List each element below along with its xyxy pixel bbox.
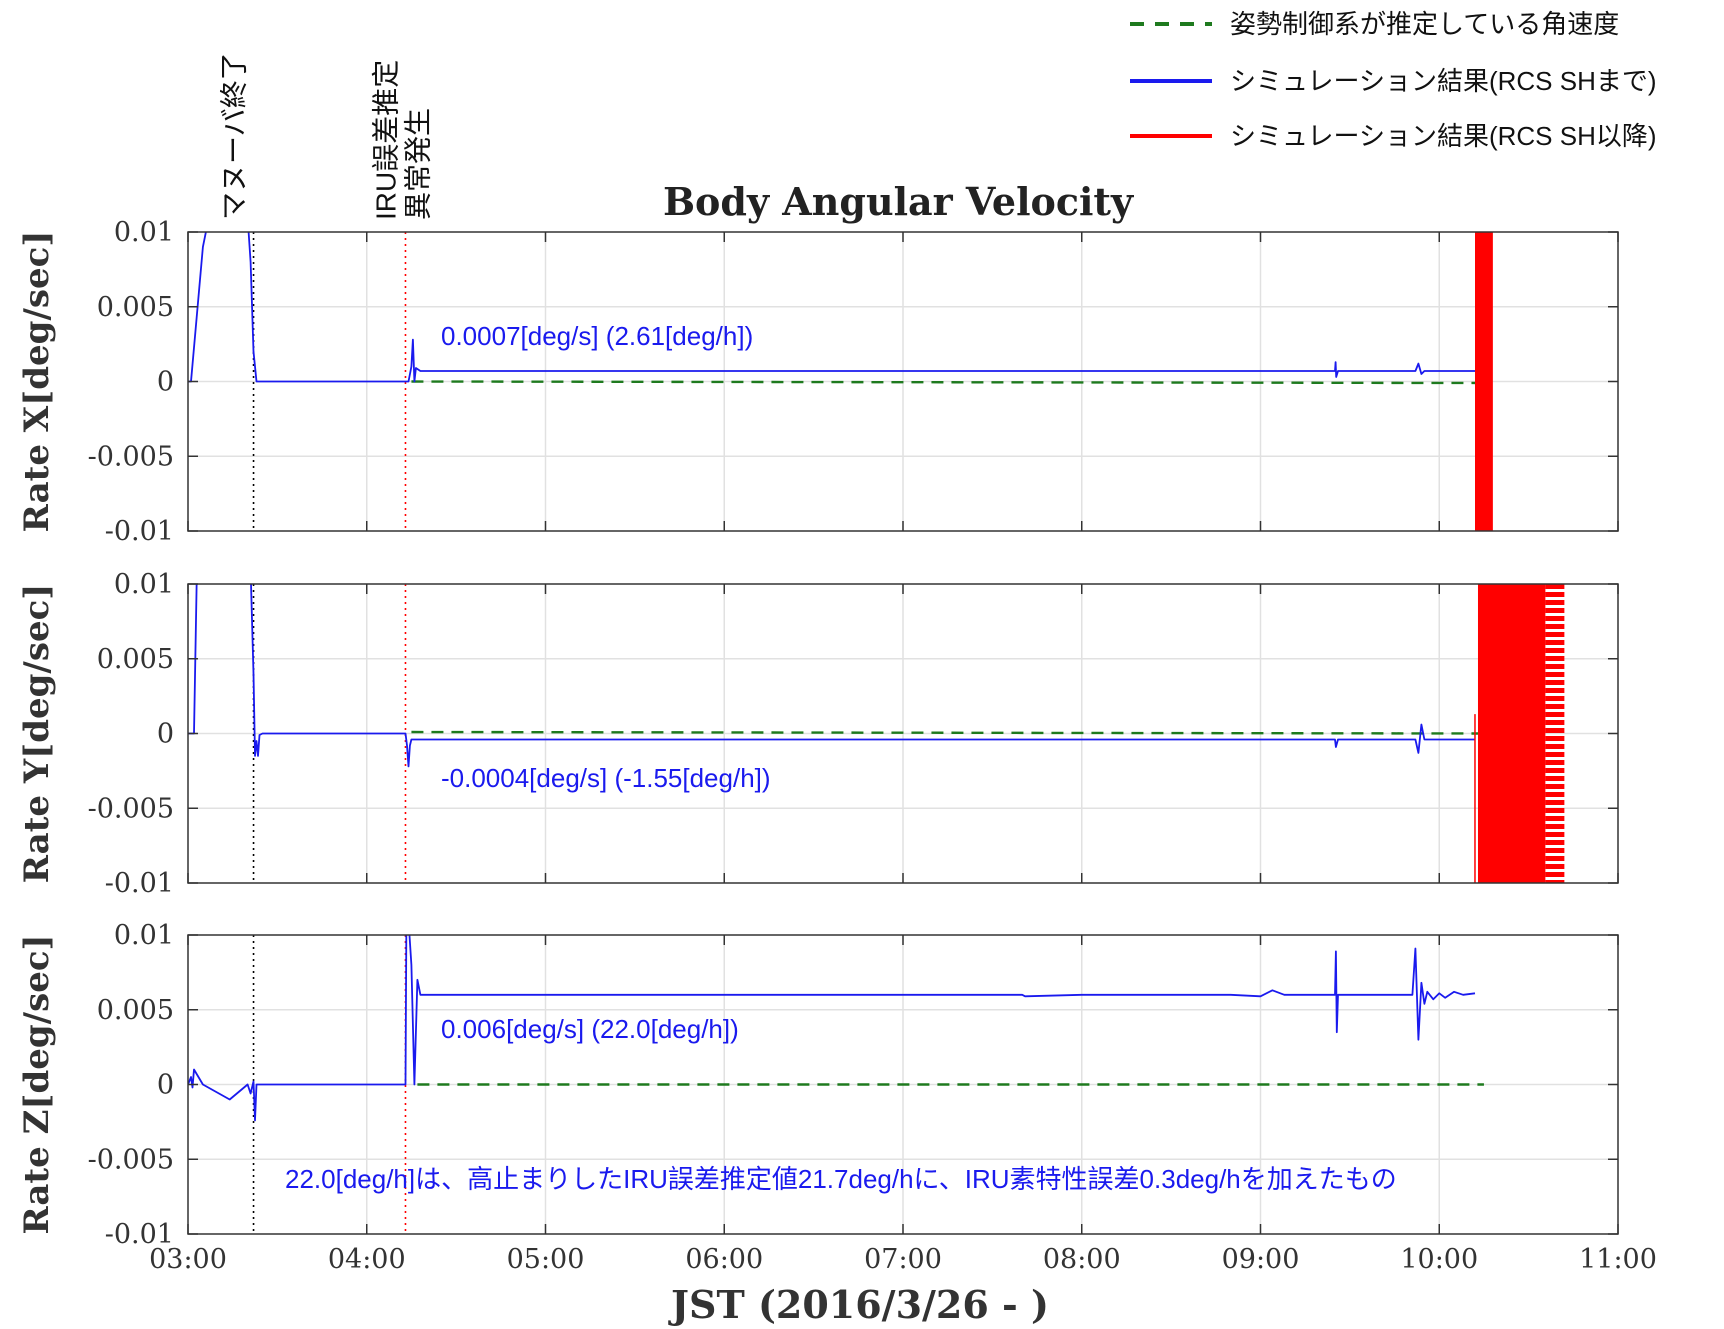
y-tick-label-4: -0.01	[105, 868, 174, 899]
legend-label-1: シミュレーション結果(RCS SHまで)	[1230, 66, 1657, 96]
y-tick-label-1: 0.005	[97, 644, 174, 675]
x-tick-label-1: 04:00	[328, 1244, 406, 1275]
sim-before-series	[188, 584, 1475, 768]
x-tick-label-7: 10:00	[1400, 1244, 1478, 1275]
y-axis-label: Rate Z[deg/sec]	[17, 934, 57, 1234]
x-tick-label-2: 05:00	[507, 1244, 585, 1275]
estimated-series	[411, 730, 1478, 735]
legend-label-0: 姿勢制御系が推定している角速度	[1230, 9, 1619, 39]
y-tick-label-3: -0.005	[88, 793, 174, 824]
y-tick-label-0: 0.01	[114, 920, 174, 951]
y-tick-label-2: 0	[157, 1070, 174, 1101]
estimated-series	[411, 380, 1478, 385]
chart-title: Body Angular Velocity	[663, 179, 1134, 224]
y-tick-label-4: -0.01	[105, 516, 174, 547]
x-tick-label-3: 06:00	[685, 1244, 763, 1275]
value-annotation: 0.0007[deg/s] (2.61[deg/h])	[441, 321, 753, 351]
x-tick-label-5: 08:00	[1043, 1244, 1121, 1275]
note-annotation: 22.0[deg/h]は、高止まりしたIRU誤差推定値21.7deg/hに、IR…	[285, 1164, 1397, 1194]
y-tick-label-1: 0.005	[97, 995, 174, 1026]
event-label-1-1: 異常発生	[402, 108, 433, 220]
grid	[188, 232, 1618, 531]
panel-2: 0.01 0.005 0 -0.005 -0.01 Rate Z[deg/sec] 0.00…	[17, 920, 1657, 1275]
event-labels: マヌーバ終了 IRU誤差推定 異常発生	[219, 52, 434, 220]
panel-0: 0.01 0.005 0 -0.005 -0.01 Rate X[deg/sec] 0.00…	[17, 217, 1619, 547]
y-axis-label: Rate X[deg/sec]	[17, 231, 57, 533]
y-tick-label-1: 0.005	[97, 292, 174, 323]
sim-after-series-tail	[1545, 584, 1565, 883]
x-tick-label-6: 09:00	[1222, 1244, 1300, 1275]
value-annotation: 0.006[deg/s] (22.0[deg/h])	[441, 1014, 739, 1044]
y-tick-label-0: 0.01	[114, 217, 174, 248]
event-label-0-0: マヌーバ終了	[219, 52, 250, 220]
x-axis-label: JST (2016/3/26 - )	[668, 1282, 1049, 1327]
y-tick-label-2: 0	[157, 367, 174, 398]
y-tick-label-4: -0.01	[105, 1219, 174, 1250]
x-tick-label-0: 03:00	[149, 1244, 227, 1275]
legend-label-2: シミュレーション結果(RCS SH以降)	[1230, 121, 1657, 151]
panels: 0.01 0.005 0 -0.005 -0.01 Rate X[deg/sec] 0.00…	[17, 217, 1657, 1275]
plot-area	[188, 935, 1484, 1234]
y-tick-label-3: -0.005	[88, 1144, 174, 1175]
plot-area	[188, 232, 1493, 531]
panel-1: 0.01 0.005 0 -0.005 -0.01 Rate Y[deg/sec] -0.0…	[17, 569, 1619, 899]
event-label-1-0: IRU誤差推定	[370, 60, 401, 220]
plot-area	[188, 584, 1565, 883]
sim-after-series	[1475, 232, 1493, 531]
y-tick-label-0: 0.01	[114, 569, 174, 600]
sim-after-series	[1477, 584, 1546, 883]
sim-before-series	[188, 232, 1475, 383]
x-tick-label-4: 07:00	[864, 1244, 942, 1275]
y-axis-label: Rate Y[deg/sec]	[17, 584, 57, 884]
y-tick-label-2: 0	[157, 719, 174, 750]
y-tick-label-3: -0.005	[88, 441, 174, 472]
sim-before-series	[188, 935, 1476, 1122]
value-annotation: -0.0004[deg/s] (-1.55[deg/h])	[441, 763, 771, 793]
x-tick-label-8: 11:00	[1579, 1244, 1657, 1275]
